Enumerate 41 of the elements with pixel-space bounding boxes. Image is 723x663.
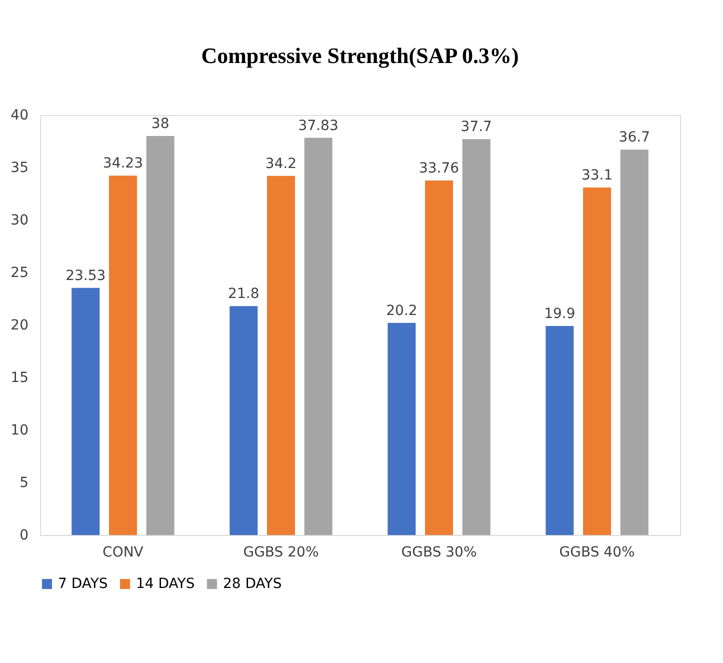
data-label: 33.76 <box>418 160 460 177</box>
bar <box>146 136 174 535</box>
bar <box>304 138 332 535</box>
data-label: 23.53 <box>66 268 106 284</box>
data-label: 37.83 <box>298 118 338 134</box>
y-tick-label: 5 <box>20 475 28 491</box>
y-tick-label: 35 <box>10 160 28 176</box>
y-tick-label: 40 <box>10 108 28 124</box>
x-tick-label: GGBS 30% <box>401 544 477 560</box>
data-label: 34.2 <box>265 156 297 172</box>
bar <box>72 288 100 535</box>
data-label: 38 <box>151 116 170 132</box>
legend-label: 7 DAYS <box>58 576 108 592</box>
y-tick-label: 15 <box>10 370 28 386</box>
bar <box>583 187 612 535</box>
bar <box>108 176 137 535</box>
data-label: 19.9 <box>544 306 576 322</box>
y-tick-label: 0 <box>20 528 28 544</box>
x-tick-label: GGBS 20% <box>243 544 319 560</box>
bar <box>462 139 490 535</box>
data-label: 20.2 <box>386 302 418 319</box>
data-label: 21.8 <box>228 286 260 302</box>
data-label: 36.7 <box>618 130 650 146</box>
bar <box>425 180 454 535</box>
legend-label: 28 DAYS <box>223 576 282 592</box>
bar <box>546 326 574 535</box>
y-tick-label: 30 <box>10 212 28 228</box>
bar <box>388 322 416 535</box>
y-tick-label: 20 <box>10 318 28 334</box>
data-label: 34.23 <box>102 156 144 172</box>
data-label: 37.7 <box>460 119 492 136</box>
bar <box>266 176 295 535</box>
data-label: 33.1 <box>581 167 613 184</box>
legend-label: 14 DAYS <box>136 576 195 592</box>
x-tick-label: GGBS 40% <box>559 544 635 560</box>
bar <box>620 150 648 535</box>
y-tick-label: 10 <box>10 422 28 438</box>
x-tick-label: CONV <box>102 544 144 560</box>
y-tick-label: 25 <box>10 265 28 281</box>
bar <box>230 306 258 535</box>
chart-title: Compressive Strength(SAP 0.3%) <box>201 43 519 68</box>
